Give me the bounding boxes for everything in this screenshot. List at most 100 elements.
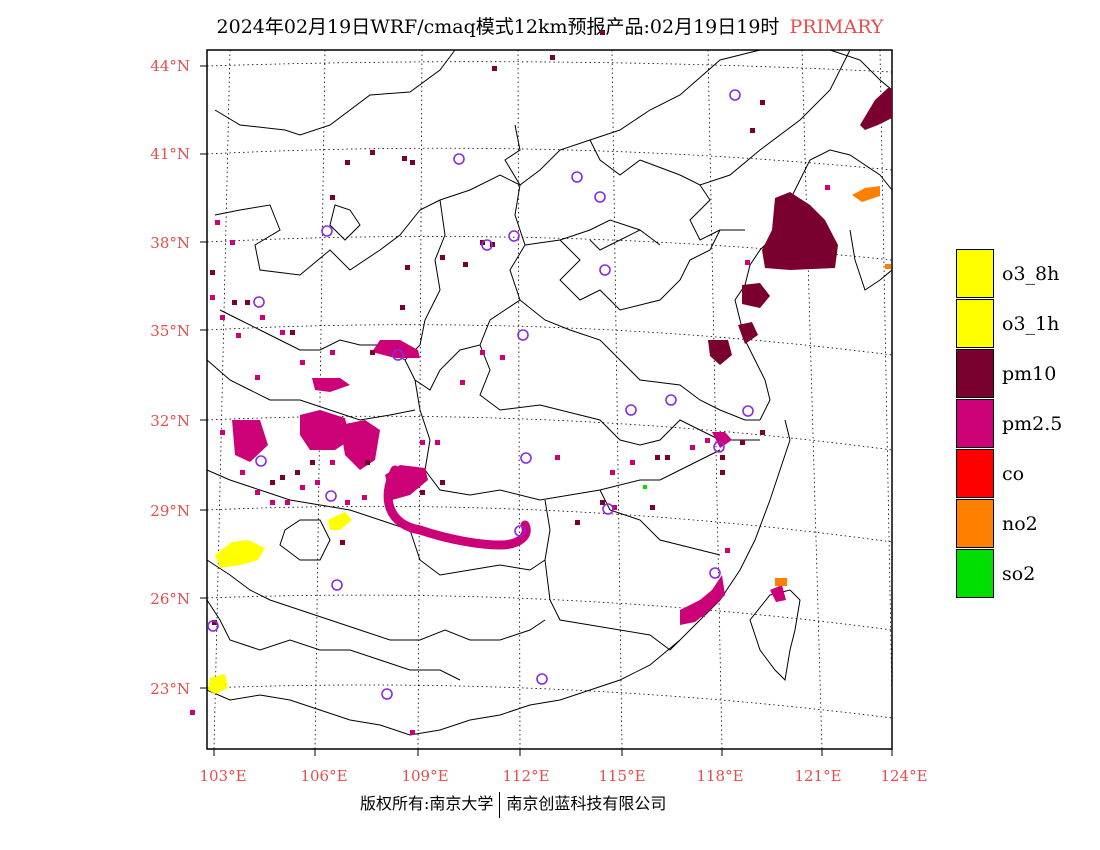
- station-marker-icon: [625, 404, 637, 416]
- station-marker-icon: [331, 579, 343, 591]
- legend-swatch: [956, 449, 994, 498]
- legend-item-pm25: pm2.5: [956, 399, 1100, 449]
- pollutant-cells: [190, 30, 892, 735]
- pm10-cell: [600, 30, 605, 35]
- legend-label: no2: [1002, 513, 1038, 535]
- pm25-cell: [230, 240, 235, 245]
- station-marker-icon: [207, 620, 219, 632]
- pm10-cell: [420, 490, 425, 495]
- station-marker-icon: [594, 191, 606, 203]
- legend-item-no2: no2: [956, 499, 1100, 549]
- lon-tick: 109°E: [401, 767, 448, 785]
- pm10-cell: [405, 265, 410, 270]
- pm10-cell: [290, 330, 295, 335]
- pm10-area: [738, 322, 758, 344]
- station-marker-icon: [514, 525, 526, 537]
- legend-label: pm10: [1002, 363, 1057, 385]
- pm10-cell: [463, 262, 468, 267]
- pm25-cell: [236, 333, 241, 338]
- pm10-cell: [345, 160, 350, 165]
- pm25-cell: [285, 500, 290, 505]
- pm25-cell: [435, 440, 440, 445]
- pm10-cell: [440, 480, 445, 485]
- pm25-area: [372, 340, 420, 358]
- station-marker-icon: [729, 89, 741, 101]
- station-marker-icon: [713, 441, 725, 453]
- pm25-cell: [240, 470, 245, 475]
- lat-tick: 23°N: [150, 680, 190, 698]
- pm25-cell: [330, 460, 335, 465]
- station-marker-icon: [709, 567, 721, 579]
- pm25-area: [300, 410, 350, 450]
- pm10-cell: [650, 505, 655, 510]
- lat-tick: 29°N: [150, 502, 190, 520]
- pm10-cell: [270, 480, 275, 485]
- pm10-cell: [655, 455, 660, 460]
- station-marker-icon: [536, 673, 548, 685]
- pm25-area: [770, 585, 786, 602]
- pm10-cell: [760, 100, 765, 105]
- legend-label: pm2.5: [1002, 413, 1063, 435]
- pm10-cell: [750, 128, 755, 133]
- station-markers: [207, 89, 754, 700]
- o3-area: [208, 674, 228, 694]
- pm25-cell: [300, 360, 305, 365]
- pm10-cell: [370, 350, 375, 355]
- lon-tick: 124°E: [880, 767, 927, 785]
- pm25-cell: [725, 548, 730, 553]
- lat-tick: 41°N: [150, 145, 190, 163]
- legend-label: so2: [1002, 563, 1036, 585]
- pm25-cell: [215, 220, 220, 225]
- pm25-cell: [362, 495, 367, 500]
- so2-cell: [643, 485, 647, 489]
- pm25-cell: [480, 350, 485, 355]
- legend-label: o3_1h: [1002, 313, 1060, 335]
- pm10-cell: [492, 66, 497, 71]
- pm25-area: [312, 378, 350, 392]
- legend-swatch: [956, 549, 994, 598]
- pm10-cell: [575, 520, 580, 525]
- graticule: [206, 49, 893, 750]
- pm10-cell: [550, 55, 555, 60]
- pm10-cell: [410, 160, 415, 165]
- lon-tick: 121°E: [794, 767, 841, 785]
- lon-tick: 115°E: [598, 767, 645, 785]
- title-pollutant: PRIMARY: [789, 16, 884, 38]
- copyright-footer: 版权所有:南京大学 南京创蓝科技有限公司: [360, 790, 666, 818]
- pm10-cell: [295, 470, 300, 475]
- pm25-cell: [210, 295, 215, 300]
- station-marker-icon: [325, 490, 337, 502]
- legend-label: o3_8h: [1002, 263, 1060, 285]
- pm25-cell: [255, 375, 260, 380]
- station-marker-icon: [571, 171, 583, 183]
- pm25-cell: [705, 438, 710, 443]
- longitude-labels: 103°E 106°E 109°E 112°E 115°E 118°E 121°…: [199, 767, 927, 785]
- lat-tick: 44°N: [150, 57, 190, 75]
- pm25-cell: [700, 612, 705, 617]
- pm10-cell: [440, 255, 445, 260]
- pm10-area: [860, 88, 892, 130]
- pm10-cell: [400, 305, 405, 310]
- legend-swatch: [956, 399, 994, 448]
- pm25-cell: [190, 710, 195, 715]
- pm10-area: [708, 340, 732, 365]
- legend-item-o3-1h: o3_1h: [956, 299, 1100, 349]
- station-marker-icon: [255, 455, 267, 467]
- pm10-cell: [600, 500, 605, 505]
- pm25-area: [680, 575, 725, 625]
- pm25-cell: [220, 430, 225, 435]
- pm10-cell: [232, 300, 237, 305]
- legend-item-co: co: [956, 449, 1100, 499]
- pm10-area: [762, 192, 838, 270]
- pm25-band: [383, 465, 531, 550]
- pm25-cell: [825, 185, 830, 190]
- lat-tick: 35°N: [150, 322, 190, 340]
- pm10-cell: [370, 150, 375, 155]
- lat-tick: 32°N: [150, 412, 190, 430]
- title-main: 2024年02月19日WRF/cmaq模式12km预报产品:02月19日19时: [216, 16, 780, 38]
- map-title: 2024年02月19日WRF/cmaq模式12km预报产品:02月19日19时 P…: [0, 12, 1100, 39]
- pm25-area: [712, 432, 732, 448]
- pm25-cell: [610, 470, 615, 475]
- pm25-cell: [690, 445, 695, 450]
- pm25-cell: [255, 490, 260, 495]
